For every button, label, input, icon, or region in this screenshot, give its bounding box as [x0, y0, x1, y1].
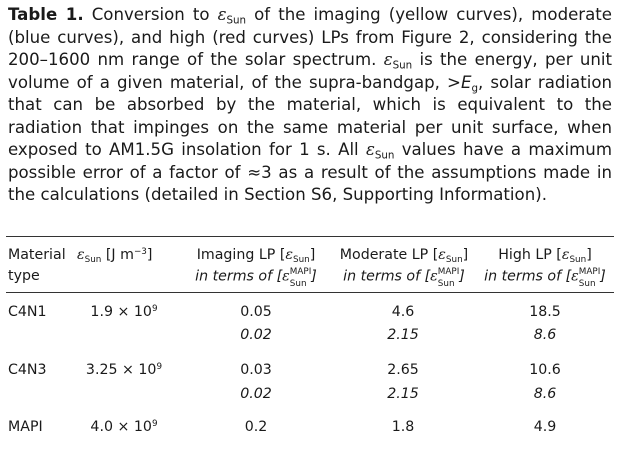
- sun-subscript: Sun: [578, 279, 596, 290]
- bracket: ]: [309, 247, 316, 263]
- cell-high-mapi: 8.6: [533, 386, 557, 402]
- cell-high: 10.6: [529, 362, 561, 378]
- sun-subscript: Sun: [289, 279, 307, 290]
- header-material-line2: type: [8, 268, 40, 284]
- esun-subscript: Sun: [445, 254, 463, 265]
- header-high-label: High LP [: [498, 247, 562, 263]
- bandgap-symbol: E: [460, 72, 472, 92]
- esun-symbol: ε: [285, 247, 293, 263]
- cell-moderate-mapi: 2.15: [387, 327, 419, 343]
- cell-imaging: 0.2: [244, 419, 268, 435]
- esun-symbol: ε: [365, 140, 375, 159]
- caption-text: of the imaging (yellow curves), moderate…: [8, 5, 613, 69]
- table-header-rule: [6, 292, 614, 293]
- cell-material: MAPI: [8, 419, 43, 435]
- esun-subscript: Sun: [84, 254, 102, 265]
- esun-symbol: ε: [282, 268, 290, 285]
- header-moderate-lp: Moderate LP [εSun] in terms of [ε MAPI Sun…: [333, 245, 475, 290]
- esun-subscript: Sun: [392, 59, 413, 72]
- header-in-terms-of: in terms of [: [484, 268, 572, 285]
- header-esun-unit: [J m: [101, 247, 134, 263]
- esun-subscript: Sun: [569, 254, 587, 265]
- table-top-rule: [6, 236, 614, 237]
- mapi-superscript: MAPI: [289, 267, 312, 277]
- esun-subscript: Sun: [293, 254, 310, 265]
- esun-symbol: ε: [77, 247, 85, 263]
- esun-subscript: Sun: [226, 14, 247, 27]
- mapi-superscript: MAPI: [437, 267, 460, 277]
- header-esun: εSun [J m−3]: [77, 245, 152, 266]
- cell-high: 4.9: [533, 419, 557, 435]
- cell-material: C4N1: [8, 304, 47, 320]
- caption-text: is the energy, per unit volume of a give…: [8, 50, 612, 92]
- cell-moderate-mapi: 2.15: [387, 386, 419, 402]
- cell-imaging-mapi: 0.02: [240, 386, 272, 402]
- cell-material: C4N3: [8, 362, 47, 378]
- cell-esun: 3.25 × 109: [86, 361, 162, 379]
- esun-exponent: 9: [151, 419, 158, 430]
- esun-symbol: ε: [561, 247, 570, 263]
- cell-moderate: 2.65: [387, 362, 419, 378]
- bracket: ]: [462, 247, 469, 263]
- esun-mantissa: 4.0 × 10: [90, 419, 152, 435]
- header-material-line1: Material: [8, 247, 66, 263]
- esun-symbol: ε: [383, 50, 393, 69]
- esun-mantissa: 1.9 × 10: [90, 304, 152, 320]
- header-high-lp: High LP [εSun] in terms of [ε MAPI Sun]: [476, 245, 614, 290]
- cell-high-mapi: 8.6: [533, 327, 557, 343]
- header-moderate-label: Moderate LP [: [339, 247, 439, 263]
- bracket: ]: [311, 268, 317, 285]
- cell-esun: 4.0 × 109: [90, 418, 157, 436]
- esun-subscript: Sun: [374, 149, 395, 162]
- cell-imaging: 0.05: [240, 304, 272, 320]
- header-esun-unit-close: ]: [146, 247, 153, 263]
- header-in-terms-of: in terms of [: [343, 268, 431, 285]
- cell-esun: 1.9 × 109: [90, 303, 157, 321]
- caption-text: Conversion to: [83, 5, 218, 24]
- esun-symbol: ε: [438, 247, 446, 263]
- esun-exponent: 9: [151, 304, 158, 315]
- esun-symbol: ε: [217, 5, 227, 24]
- bandgap-subscript: g: [471, 81, 478, 94]
- sun-subscript: Sun: [437, 279, 455, 290]
- header-imaging-lp: Imaging LP [εSun] in terms of [ε MAPI Sun]: [182, 245, 330, 290]
- esun-symbol: ε: [571, 268, 579, 285]
- cell-moderate: 1.8: [391, 419, 415, 435]
- header-esun-exponent: −3: [133, 247, 147, 258]
- table-caption: Table 1. Conversion to εSun of the imagi…: [8, 4, 612, 207]
- caption-text: values have a maximum possible error of …: [8, 140, 612, 204]
- cell-imaging: 0.03: [240, 362, 272, 378]
- cell-moderate: 4.6: [391, 304, 415, 320]
- table-label: Table 1.: [8, 5, 84, 24]
- esun-exponent: 9: [156, 362, 163, 373]
- header-in-terms-of: in terms of [: [195, 268, 283, 285]
- esun-mantissa: 3.25 × 10: [85, 362, 157, 378]
- cell-high: 18.5: [529, 304, 561, 320]
- caption-text: , solar radiation that can be absorbed b…: [8, 72, 613, 160]
- header-imaging-label: Imaging LP [: [196, 247, 286, 263]
- bracket: ]: [586, 247, 592, 263]
- bracket: ]: [600, 268, 606, 285]
- cell-imaging-mapi: 0.02: [240, 327, 272, 343]
- header-material: Material type: [8, 245, 66, 287]
- mapi-superscript: MAPI: [578, 267, 601, 277]
- bracket: ]: [459, 268, 465, 285]
- esun-symbol: ε: [430, 268, 438, 285]
